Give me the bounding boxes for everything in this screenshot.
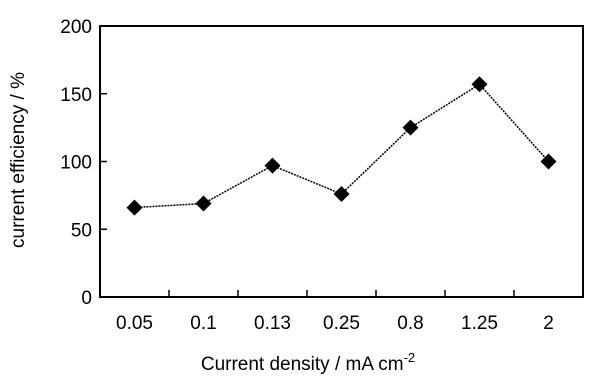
- data-point-marker: [540, 153, 557, 170]
- x-axis-title-superscript: -2: [404, 350, 416, 365]
- x-tick-label: 1.25: [461, 313, 498, 334]
- plot-frame: [99, 25, 584, 298]
- x-axis-title: Current density / mA cm-2: [201, 350, 415, 375]
- data-point-marker: [333, 186, 350, 203]
- series-layer: [126, 76, 557, 216]
- y-tick-label: 0: [81, 288, 92, 309]
- data-point-marker: [264, 157, 281, 174]
- data-point-marker: [126, 199, 143, 216]
- plot-border: [99, 25, 584, 298]
- y-tick-label: 50: [71, 220, 92, 241]
- x-axis-title-text: Current density / mA cm: [201, 354, 404, 375]
- x-tick-label: 0.1: [190, 313, 216, 334]
- data-point-marker: [195, 195, 212, 212]
- y-tick-label: 150: [60, 85, 92, 106]
- x-axis-ticks: 0.05 0.1 0.13 0.25 0.8 1.25 2: [116, 290, 554, 334]
- data-point-marker: [402, 119, 419, 136]
- data-point-marker: [471, 76, 488, 93]
- x-tick-label: 2: [543, 313, 554, 334]
- x-tick-label: 0.13: [254, 313, 291, 334]
- y-axis-title: current efficiency / %: [8, 72, 29, 248]
- y-axis-ticks: 0 50 100 150 200: [60, 17, 107, 309]
- y-tick-label: 100: [60, 153, 92, 174]
- y-tick-label: 200: [60, 17, 92, 38]
- x-tick-label: 0.05: [116, 313, 153, 334]
- x-tick-label: 0.25: [323, 313, 360, 334]
- x-tick-label: 0.8: [397, 313, 423, 334]
